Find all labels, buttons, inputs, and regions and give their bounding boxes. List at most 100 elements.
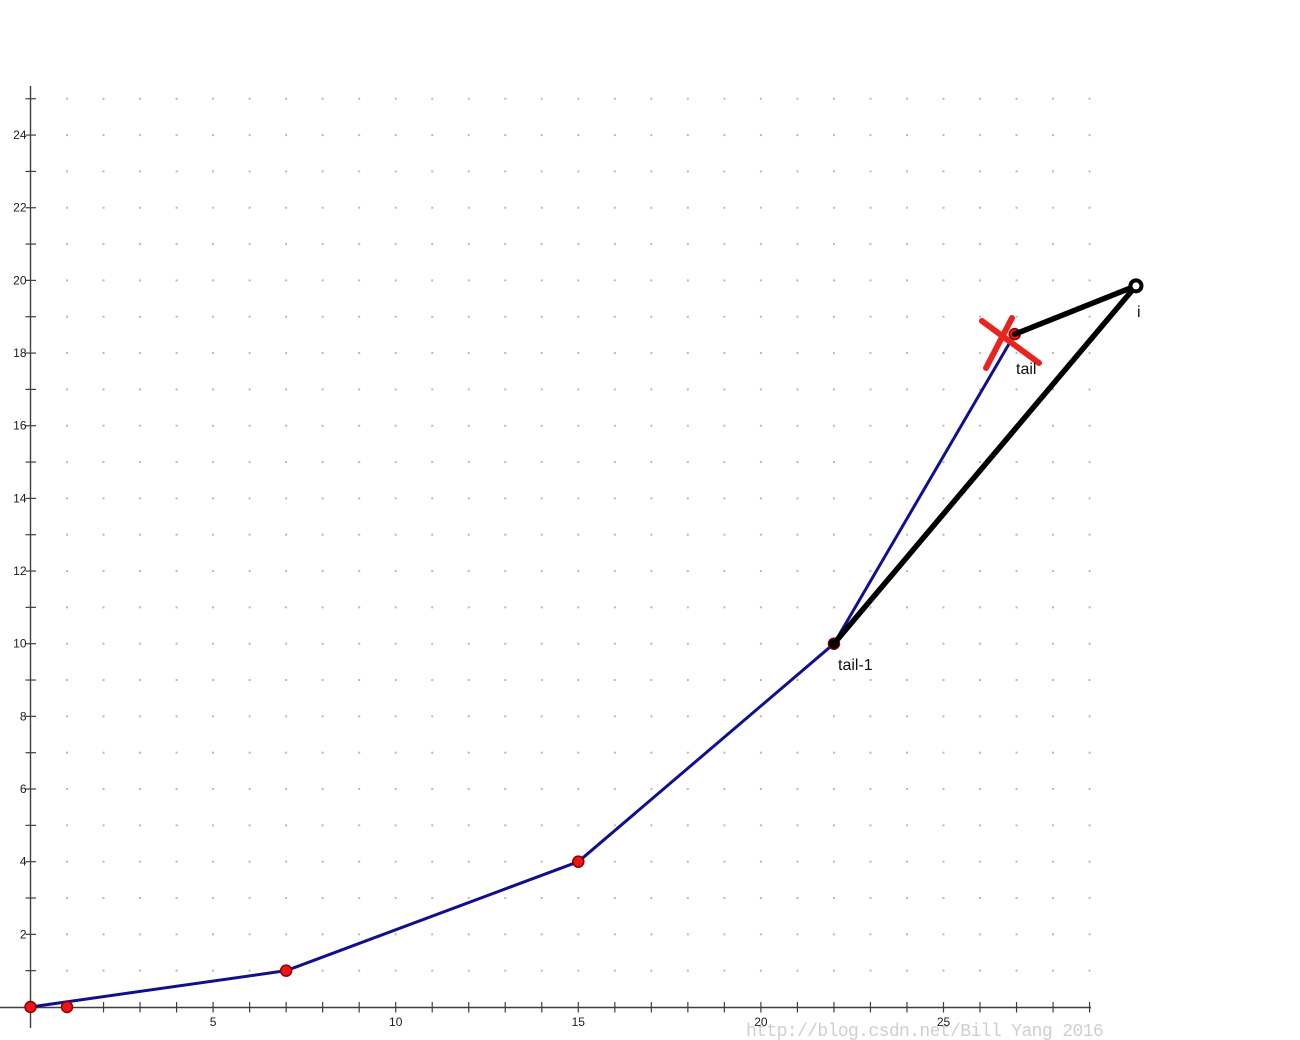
grid-dot bbox=[285, 352, 288, 355]
grid-dot bbox=[650, 243, 653, 246]
grid-dot bbox=[212, 933, 215, 936]
grid-dot bbox=[212, 969, 215, 972]
grid-dot bbox=[139, 679, 142, 682]
grid-dot bbox=[650, 788, 653, 791]
grid-dot bbox=[285, 897, 288, 900]
grid-dot bbox=[577, 461, 580, 464]
grid-dot bbox=[358, 606, 361, 609]
grid-dot bbox=[285, 388, 288, 391]
grid-dot bbox=[1088, 424, 1091, 427]
point-i-open-circle bbox=[1128, 278, 1144, 294]
grid-dot bbox=[467, 279, 470, 282]
grid-dot bbox=[796, 206, 799, 209]
grid-dot bbox=[394, 751, 397, 754]
grid-dot bbox=[723, 461, 726, 464]
grid-dot bbox=[175, 969, 178, 972]
grid-dot bbox=[321, 933, 324, 936]
special-markers bbox=[828, 278, 1144, 649]
grid-dot bbox=[212, 897, 215, 900]
grid-dot bbox=[467, 533, 470, 536]
grid-dot bbox=[650, 461, 653, 464]
grid-dot bbox=[175, 461, 178, 464]
grid-dot bbox=[66, 897, 69, 900]
grid-dot bbox=[285, 788, 288, 791]
grid-dot bbox=[613, 206, 616, 209]
grid-dot bbox=[321, 715, 324, 718]
grid-dot bbox=[102, 315, 105, 318]
x-tick-label: 25 bbox=[937, 1015, 951, 1029]
grid-dot bbox=[139, 461, 142, 464]
grid-dot bbox=[358, 969, 361, 972]
grid-dot bbox=[139, 97, 142, 100]
grid-dot bbox=[540, 533, 543, 536]
grid-dot bbox=[504, 933, 507, 936]
grid-dot bbox=[1088, 897, 1091, 900]
grid-dot bbox=[869, 788, 872, 791]
grid-dot bbox=[358, 679, 361, 682]
grid-dot bbox=[102, 751, 105, 754]
grid-dot bbox=[942, 570, 945, 573]
data-point bbox=[60, 1000, 74, 1014]
grid-dot bbox=[577, 170, 580, 173]
grid-dot bbox=[613, 97, 616, 100]
grid-dot bbox=[905, 969, 908, 972]
grid-dot bbox=[832, 788, 835, 791]
grid-dot bbox=[905, 824, 908, 827]
grid-dot bbox=[832, 243, 835, 246]
grid-dot bbox=[650, 206, 653, 209]
grid-dot bbox=[102, 170, 105, 173]
grid-dot bbox=[467, 824, 470, 827]
grid-dot bbox=[175, 751, 178, 754]
grid-dot bbox=[321, 533, 324, 536]
grid-dot bbox=[66, 642, 69, 645]
grid-dot bbox=[723, 642, 726, 645]
grid-dot bbox=[1015, 933, 1018, 936]
grid-dot bbox=[358, 642, 361, 645]
grid-dot bbox=[723, 279, 726, 282]
grid-dot bbox=[832, 570, 835, 573]
grid-dot bbox=[869, 243, 872, 246]
grid-dot bbox=[285, 860, 288, 863]
grid-dot bbox=[248, 461, 251, 464]
grid-dot bbox=[979, 969, 982, 972]
grid-dot bbox=[467, 606, 470, 609]
grid-dot bbox=[1015, 352, 1018, 355]
grid-dot bbox=[139, 751, 142, 754]
grid-dot bbox=[212, 352, 215, 355]
grid-dot bbox=[1015, 315, 1018, 318]
grid-dot bbox=[577, 497, 580, 500]
grid-dot bbox=[212, 860, 215, 863]
grid-dot bbox=[467, 788, 470, 791]
grid-dot bbox=[759, 315, 762, 318]
grid-dot bbox=[650, 134, 653, 137]
grid-dot bbox=[1088, 969, 1091, 972]
grid-dot bbox=[285, 279, 288, 282]
grid-dot bbox=[102, 206, 105, 209]
grid-dot bbox=[504, 715, 507, 718]
grid-dot bbox=[686, 388, 689, 391]
grid-dot bbox=[358, 424, 361, 427]
grid-dot bbox=[139, 279, 142, 282]
grid-dot bbox=[504, 315, 507, 318]
grid-dot bbox=[431, 97, 434, 100]
grid-dot bbox=[358, 497, 361, 500]
grid-dot bbox=[1088, 606, 1091, 609]
grid-dot bbox=[723, 497, 726, 500]
grid-dot bbox=[905, 788, 908, 791]
grid-dot bbox=[248, 533, 251, 536]
grid-dot bbox=[248, 751, 251, 754]
grid-dot bbox=[504, 352, 507, 355]
grid-dot bbox=[869, 860, 872, 863]
grid-dot bbox=[248, 170, 251, 173]
grid-dot bbox=[1088, 679, 1091, 682]
grid-dot bbox=[1052, 642, 1055, 645]
grid-dot bbox=[759, 969, 762, 972]
grid-dot bbox=[979, 352, 982, 355]
grid-dot bbox=[212, 315, 215, 318]
grid-dot bbox=[431, 170, 434, 173]
grid-dot bbox=[979, 134, 982, 137]
grid-dot bbox=[540, 824, 543, 827]
y-tick-label: 14 bbox=[13, 491, 27, 505]
grid-dot bbox=[869, 570, 872, 573]
grid-dot bbox=[540, 897, 543, 900]
